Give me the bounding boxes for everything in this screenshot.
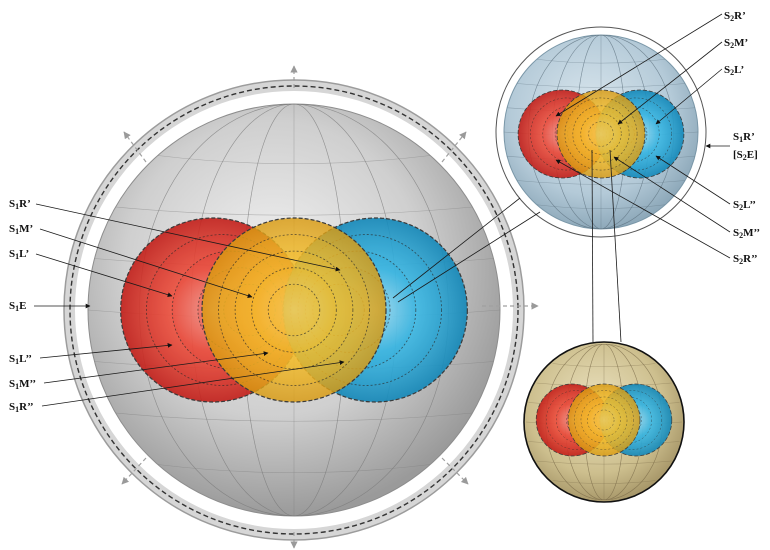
yellow-sphere — [201, 217, 387, 403]
zoom-sphere — [523, 149, 685, 503]
small-sphere-trio — [517, 89, 685, 179]
arrow-diagonal-icon — [441, 457, 469, 485]
small-sphere-labels: S2R’ S2M’ S2L’ S1R’ [S2E] S2L’’ S2M’’ S2… — [555, 10, 760, 266]
label-s2l2: S2L’’ — [655, 155, 756, 212]
main-sphere-labels: S1R’ S1M’ S1L’ S1E S1L’’ S1M’’ S1R’’ — [9, 198, 345, 414]
label-s1e: S1E — [9, 300, 91, 313]
parallel-line — [552, 480, 656, 484]
label-s1l1: S1L’ — [9, 248, 173, 298]
label-s1m1: S1M’ — [9, 223, 253, 298]
label-s2l1: S2L’ — [655, 64, 744, 125]
parallel-line — [115, 206, 473, 216]
svg-text:S1M’: S1M’ — [9, 223, 33, 236]
zoom-connector-left — [591, 149, 594, 343]
svg-text:S2R’’: S2R’’ — [733, 253, 758, 266]
svg-text:S1R’’: S1R’’ — [9, 401, 34, 414]
main-sphere-trio — [120, 217, 468, 403]
main-sphere — [63, 65, 539, 549]
yellow-sphere-shell — [580, 396, 628, 444]
svg-text:S1R’: S1R’ — [733, 131, 755, 144]
zoom-sphere-trio — [535, 383, 673, 457]
yellow-sphere-shell — [593, 409, 615, 431]
main-to-small-connectors — [392, 197, 541, 303]
svg-text:[S2E]: [S2E] — [733, 149, 758, 162]
main-sphere-dashed-boundary — [69, 85, 519, 535]
parallel-line — [516, 83, 686, 88]
yellow-sphere — [567, 383, 641, 457]
label-s1r2: S1R’’ — [9, 360, 345, 414]
label-s2e: [S2E] — [705, 143, 758, 162]
parallel-line — [516, 180, 686, 185]
svg-text:S1L’’: S1L’’ — [9, 353, 32, 366]
yellow-sphere-shell — [267, 283, 321, 337]
label-s2m1: S2M’ — [617, 37, 748, 125]
yellow-sphere-shell — [587, 403, 621, 437]
parallel-line — [115, 412, 473, 422]
direction-arrows — [121, 65, 539, 549]
yellow-sphere-body — [556, 89, 646, 179]
label-s2r1: S2R’ — [555, 10, 746, 117]
yellow-sphere-shell — [572, 105, 630, 163]
parallel-line — [536, 204, 666, 209]
svg-text:S2L’: S2L’ — [724, 64, 744, 77]
svg-text:S1E: S1E — [9, 300, 26, 313]
arrow-diagonal-icon — [123, 131, 147, 163]
svg-text:S2L’’: S2L’’ — [733, 199, 756, 212]
parallel-line — [536, 58, 666, 64]
parallel-line — [536, 460, 672, 465]
label-s1m2: S1M’’ — [9, 351, 269, 391]
label-s2m2: S2M’’ — [613, 156, 760, 240]
yellow-sphere-shell — [218, 234, 370, 386]
yellow-sphere-shell — [574, 390, 634, 450]
zoom-connector-right — [609, 149, 622, 343]
parallel-line — [552, 363, 656, 367]
svg-text:S2R’: S2R’ — [724, 10, 746, 23]
yellow-sphere-shell — [234, 250, 354, 370]
yellow-sphere — [556, 89, 646, 179]
svg-text:S1R’: S1R’ — [9, 198, 31, 211]
yellow-sphere-shell — [588, 121, 614, 147]
yellow-sphere-shell — [251, 267, 337, 353]
parallel-line — [157, 155, 431, 165]
yellow-sphere-shell — [580, 113, 622, 155]
svg-text:S2M’’: S2M’’ — [733, 227, 760, 240]
label-s1r1: S1R’ — [9, 198, 341, 272]
label-s1r1-small: S1R’ — [733, 131, 755, 144]
label-s1l2: S1L’’ — [9, 343, 173, 366]
parallel-line — [157, 464, 431, 474]
yellow-sphere-body — [567, 383, 641, 457]
arrow-diagonal-icon — [121, 457, 147, 485]
yellow-sphere-shell — [564, 97, 638, 171]
svg-text:S1L’: S1L’ — [9, 248, 29, 261]
small-sphere — [495, 26, 707, 238]
label-s2r2: S2R’’ — [555, 159, 758, 266]
svg-text:S2M’: S2M’ — [724, 37, 748, 50]
svg-text:S1M’’: S1M’’ — [9, 378, 36, 391]
